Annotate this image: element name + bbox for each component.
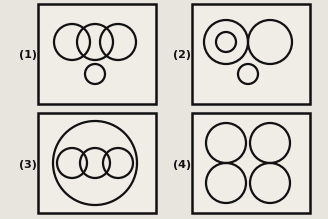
Bar [38,4,156,104]
Bar [38,113,156,213]
Text: (1): (1) [19,50,37,60]
Text: (4): (4) [173,160,191,170]
Text: (3): (3) [19,160,37,170]
Bar [192,113,310,213]
Text: (2): (2) [173,50,191,60]
Bar [192,4,310,104]
